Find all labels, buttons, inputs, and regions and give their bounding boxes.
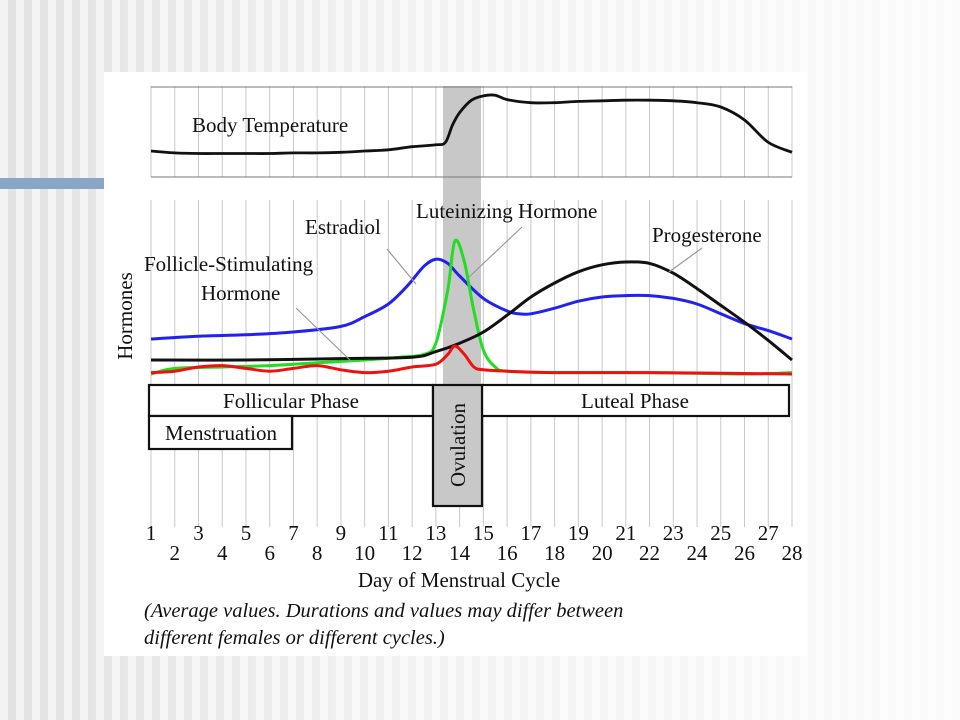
annotation-luteinizing-hormone: Luteinizing Hormone [416, 199, 597, 223]
temperature-label: Body Temperature [192, 113, 348, 137]
x-axis-label: Day of Menstrual Cycle [358, 568, 560, 592]
x-tick-label-24: 24 [687, 541, 709, 565]
pointer-luteinizing-hormone [468, 226, 523, 278]
x-tick-label-22: 22 [639, 541, 660, 565]
x-tick-label-21: 21 [615, 521, 636, 545]
footnote-line1: (Average values. Durations and values ma… [144, 600, 624, 622]
slide-accent-rule [0, 178, 104, 189]
x-tick-label-28: 28 [782, 541, 803, 565]
luteal-phase-label: Luteal Phase [581, 389, 689, 413]
x-tick-label-26: 26 [734, 541, 755, 565]
x-tick-label-16: 16 [497, 541, 518, 565]
x-tick-label-7: 7 [288, 521, 299, 545]
series-line-follicle-stimulating-hormone [150, 344, 793, 376]
x-tick-label-18: 18 [544, 541, 565, 565]
ovulation-label: Ovulation [446, 403, 470, 487]
x-tick-label-20: 20 [592, 541, 613, 565]
annotation-fsh-line1: Follicle-Stimulating [144, 252, 314, 276]
x-tick-label-9: 9 [336, 521, 347, 545]
x-tick-label-4: 4 [217, 541, 228, 565]
luteal-phase-bar [480, 383, 791, 418]
x-tick-label-14: 14 [449, 541, 471, 565]
x-tick-label-6: 6 [264, 541, 275, 565]
x-tick-label-17: 17 [520, 521, 541, 545]
pointer-fsh [295, 307, 353, 363]
pointer-progesterone [668, 247, 703, 273]
annotation-progesterone: Progesterone [652, 223, 762, 247]
x-tick-label-27: 27 [758, 521, 779, 545]
annotation-estradiol: Estradiol [305, 215, 381, 239]
x-tick-label-13: 13 [425, 521, 446, 545]
y-axis-label: Hormones [113, 272, 137, 360]
x-tick-label-1: 1 [146, 521, 157, 545]
x-tick-label-15: 15 [473, 521, 494, 545]
x-tick-label-11: 11 [378, 521, 398, 545]
series-line-estradiol [150, 257, 793, 341]
footnote-line2: different females or different cycles.) [144, 627, 445, 649]
pointer-estradiol [386, 248, 417, 285]
ovulation-bar [431, 383, 484, 508]
x-tick-label-19: 19 [568, 521, 589, 545]
annotation-fsh-line2: Hormone [201, 281, 280, 305]
x-tick-label-25: 25 [710, 521, 731, 545]
x-tick-label-23: 23 [663, 521, 684, 545]
x-tick-label-8: 8 [312, 541, 323, 565]
hormone-chart: Body Temperature Estradiol Luteinizing H… [113, 86, 803, 592]
menstruation-bar [147, 414, 294, 451]
x-tick-label-12: 12 [402, 541, 423, 565]
series-line-body-temperature [150, 93, 793, 155]
hormone-cycle-figure: Body Temperature Estradiol Luteinizing H… [104, 72, 807, 656]
footnote: (Average values. Durations and values ma… [144, 598, 794, 652]
x-tick-label-5: 5 [241, 521, 252, 545]
x-tick-label-2: 2 [169, 541, 180, 565]
menstruation-label: Menstruation [165, 421, 277, 445]
follicular-phase-label: Follicular Phase [223, 389, 359, 413]
x-tick-label-10: 10 [354, 541, 375, 565]
x-tick-label-3: 3 [193, 521, 204, 545]
follicular-phase-bar [147, 383, 435, 418]
series-line-progesterone [150, 260, 793, 362]
